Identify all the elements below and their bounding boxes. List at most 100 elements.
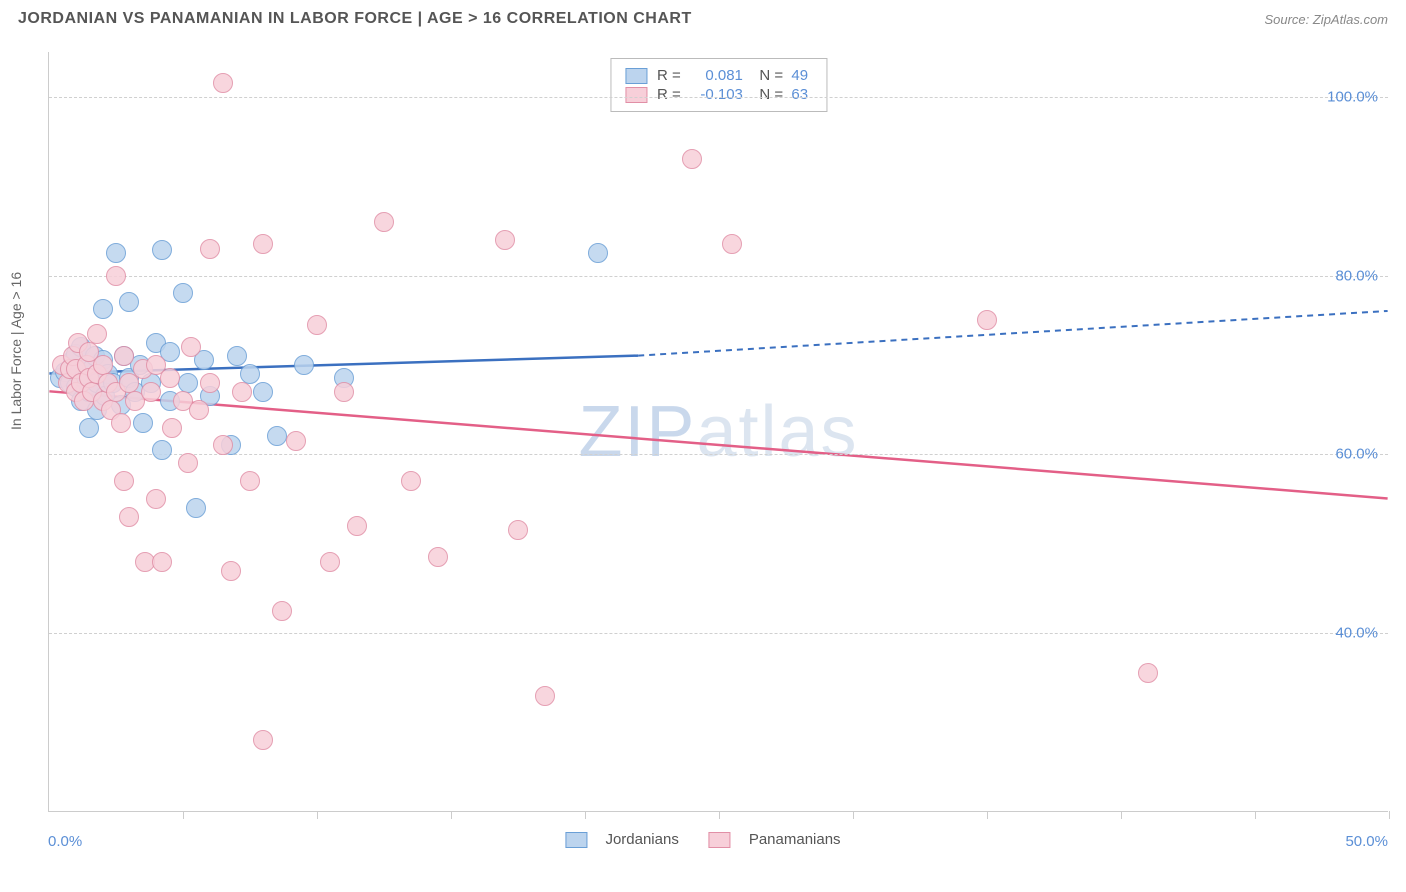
series-legend-item: Jordanians: [565, 831, 678, 848]
data-point: [181, 337, 201, 357]
legend-n-value: 49: [791, 67, 808, 84]
data-point: [133, 413, 153, 433]
x-tick: [719, 811, 720, 819]
legend-row: R = -0.103 N = 63: [625, 86, 812, 103]
data-point: [186, 498, 206, 518]
data-point: [106, 243, 126, 263]
x-tick: [451, 811, 452, 819]
data-point: [160, 368, 180, 388]
x-tick: [853, 811, 854, 819]
x-tick: [317, 811, 318, 819]
x-tick: [1121, 811, 1122, 819]
data-point: [93, 299, 113, 319]
watermark-atlas: atlas: [696, 392, 858, 472]
data-point: [106, 266, 126, 286]
legend-r-label: R =: [657, 67, 681, 84]
grid-line: [49, 276, 1388, 277]
data-point: [508, 520, 528, 540]
data-point: [178, 453, 198, 473]
data-point: [152, 240, 172, 260]
data-point: [428, 547, 448, 567]
legend-swatch: [625, 87, 647, 103]
watermark-zip: ZIP: [578, 392, 696, 472]
data-point: [286, 431, 306, 451]
data-point: [173, 283, 193, 303]
legend-r-value: -0.103: [689, 86, 743, 103]
data-point: [213, 435, 233, 455]
trend-lines-svg: [49, 52, 1388, 811]
data-point: [227, 346, 247, 366]
correlation-legend: R = 0.081 N = 49R = -0.103 N = 63: [610, 58, 827, 112]
series-legend-label: Jordanians: [605, 831, 678, 848]
data-point: [722, 234, 742, 254]
grid-line: [49, 454, 1388, 455]
data-point: [200, 373, 220, 393]
x-tick: [585, 811, 586, 819]
data-point: [111, 413, 131, 433]
data-point: [189, 400, 209, 420]
data-point: [221, 561, 241, 581]
data-point: [334, 382, 354, 402]
legend-n-value: 63: [791, 86, 808, 103]
data-point: [152, 552, 172, 572]
x-tick: [1389, 811, 1390, 819]
x-tick: [987, 811, 988, 819]
y-tick-label: 100.0%: [1327, 88, 1378, 105]
legend-row: R = 0.081 N = 49: [625, 67, 812, 84]
y-tick-label: 80.0%: [1335, 267, 1378, 284]
grid-line: [49, 97, 1388, 98]
data-point: [119, 292, 139, 312]
grid-line: [49, 633, 1388, 634]
data-point: [401, 471, 421, 491]
chart-title: JORDANIAN VS PANAMANIAN IN LABOR FORCE |…: [18, 10, 692, 28]
y-tick-label: 40.0%: [1335, 625, 1378, 642]
data-point: [682, 149, 702, 169]
data-point: [253, 382, 273, 402]
data-point: [87, 324, 107, 344]
legend-n-label: N =: [759, 86, 783, 103]
series-legend: Jordanians Panamanians: [565, 831, 840, 848]
data-point: [213, 73, 233, 93]
data-point: [79, 418, 99, 438]
data-point: [152, 440, 172, 460]
data-point: [272, 601, 292, 621]
data-point: [232, 382, 252, 402]
legend-swatch: [709, 832, 731, 848]
data-point: [1138, 663, 1158, 683]
x-tick: [183, 811, 184, 819]
legend-swatch: [565, 832, 587, 848]
x-tick: [1255, 811, 1256, 819]
data-point: [253, 730, 273, 750]
data-point: [162, 418, 182, 438]
legend-r-value: 0.081: [689, 67, 743, 84]
data-point: [294, 355, 314, 375]
data-point: [253, 234, 273, 254]
data-point: [588, 243, 608, 263]
data-point: [374, 212, 394, 232]
y-axis-title: In Labor Force | Age > 16: [8, 272, 24, 430]
data-point: [320, 552, 340, 572]
x-axis-min-label: 0.0%: [48, 833, 82, 850]
series-legend-label: Panamanians: [749, 831, 841, 848]
data-point: [535, 686, 555, 706]
watermark: ZIPatlas: [578, 391, 858, 473]
legend-r-label: R =: [657, 86, 681, 103]
data-point: [114, 346, 134, 366]
data-point: [307, 315, 327, 335]
y-tick-label: 60.0%: [1335, 446, 1378, 463]
source-attribution: Source: ZipAtlas.com: [1264, 12, 1388, 27]
data-point: [146, 489, 166, 509]
data-point: [93, 355, 113, 375]
legend-swatch: [625, 68, 647, 84]
data-point: [114, 471, 134, 491]
trend-line-extrapolated: [638, 311, 1387, 356]
data-point: [267, 426, 287, 446]
data-point: [119, 507, 139, 527]
data-point: [200, 239, 220, 259]
data-point: [495, 230, 515, 250]
series-legend-item: Panamanians: [709, 831, 841, 848]
data-point: [240, 471, 260, 491]
data-point: [347, 516, 367, 536]
legend-n-label: N =: [759, 67, 783, 84]
scatter-plot-area: ZIPatlas R = 0.081 N = 49 R = -0.103 N = …: [48, 52, 1388, 812]
